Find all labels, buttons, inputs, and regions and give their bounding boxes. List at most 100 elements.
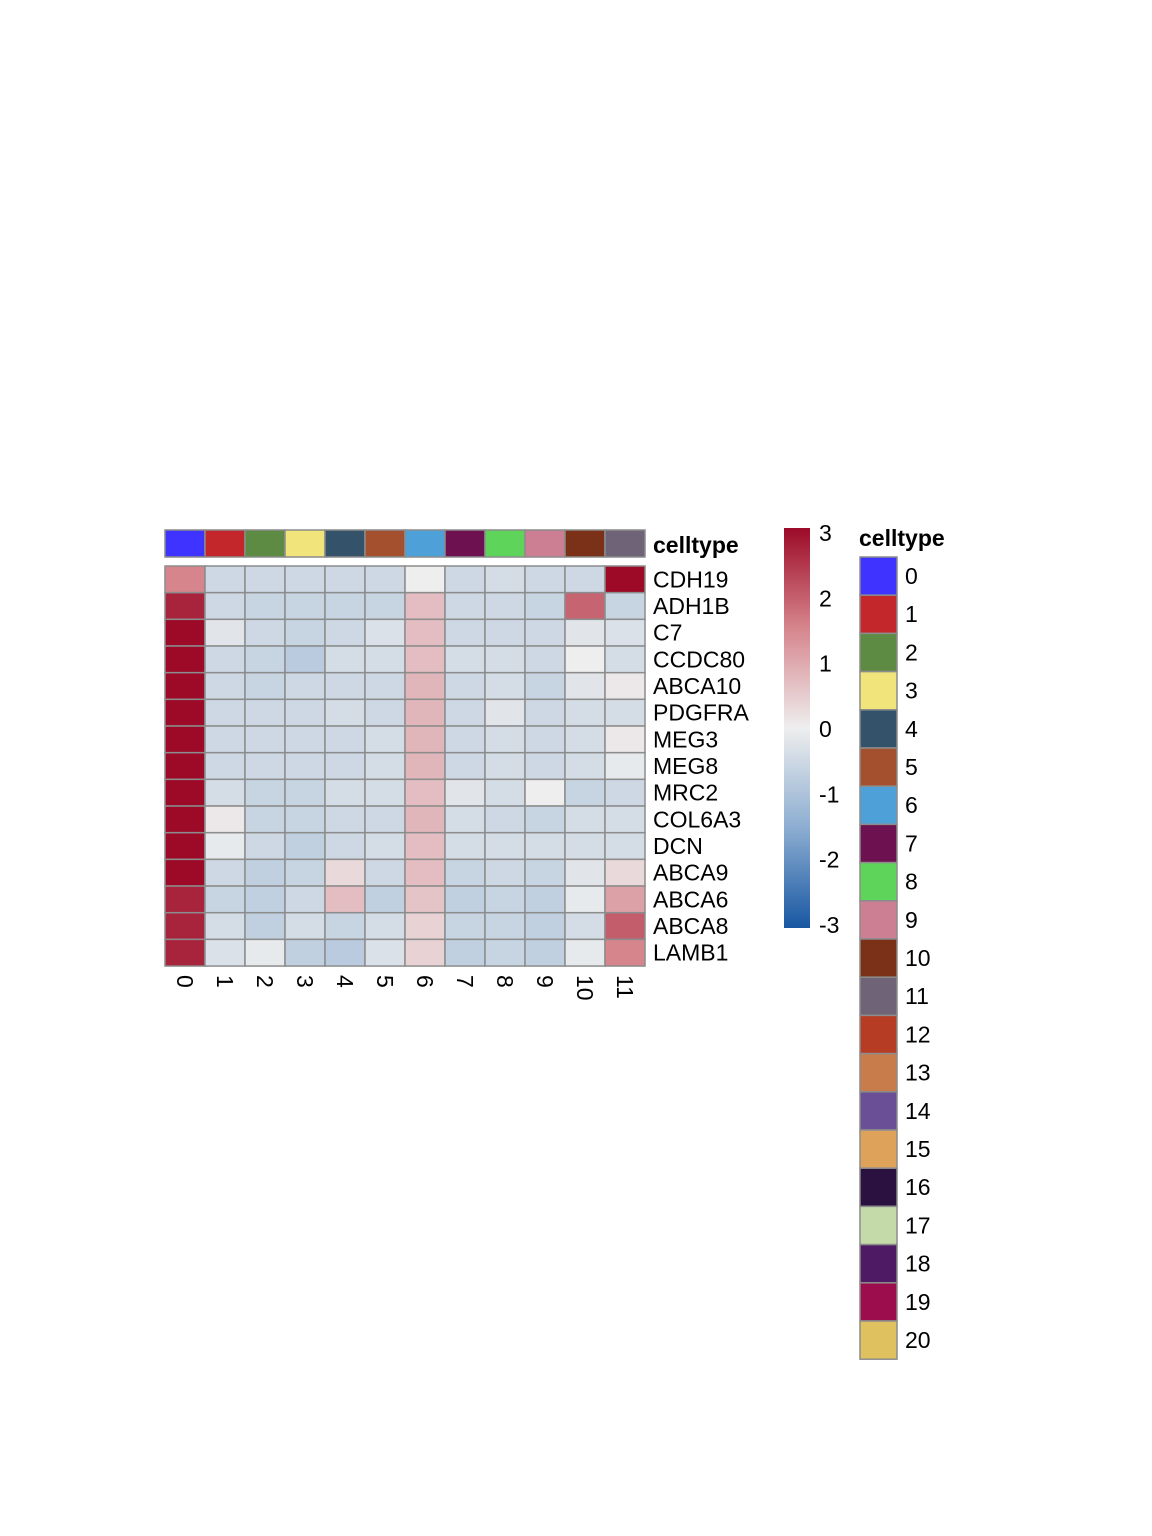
heatmap-cell [524,885,566,914]
heatmap-cell [484,805,526,834]
column-label: 1 [212,975,238,988]
heatmap-cell [284,831,326,861]
heatmap-cell [444,938,486,967]
row-label: DCN [653,833,703,859]
heatmap-cell [244,885,286,914]
column-label: 0 [172,975,198,988]
heatmap-cell [324,591,366,621]
legend-swatch [859,900,898,940]
legend-label: 7 [905,830,918,856]
heatmap-cell [404,805,446,834]
heatmap-cell [164,725,206,754]
heatmap-cell [284,698,326,727]
heatmap-cell [604,618,646,647]
column-label: 2 [252,975,278,988]
row-label: CDH19 [653,566,728,592]
heatmap-cell [204,831,246,861]
heatmap-cell [244,671,286,701]
heatmap-cell [444,751,486,781]
heatmap-cell [324,618,366,647]
heatmap-cell [284,885,326,914]
heatmap-cell [564,805,606,834]
heatmap-cell [364,938,406,967]
heatmap-cell [244,565,286,594]
heatmap-cell [444,778,486,807]
legend-swatch [859,747,898,787]
colorbar-tick-label: 3 [819,520,832,546]
heatmap-cell [484,858,526,887]
row-label: ABCA6 [653,886,728,912]
heatmap-cell [364,698,406,727]
heatmap-cell [524,565,566,594]
heatmap-cell [484,831,526,861]
heatmap-cell [364,831,406,861]
column-label: 10 [572,975,598,1001]
heatmap-cell [324,565,366,594]
heatmap-cell [484,911,526,941]
heatmap-cell [564,938,606,967]
legend-label: 20 [905,1327,931,1353]
heatmap-cell [404,938,446,967]
legend-label: 15 [905,1136,931,1162]
colorbar-tick-label: 0 [819,716,832,742]
annotation-cell-11 [604,529,646,558]
column-annotation-bar [164,529,646,558]
legend-label: 18 [905,1251,931,1277]
heatmap-cell [364,618,406,647]
heatmap-cell [524,591,566,621]
heatmap-cell [324,698,366,727]
heatmap-cell [204,805,246,834]
legend-swatch [859,1014,898,1055]
heatmap-cell [564,885,606,914]
heatmap-cell [524,805,566,834]
colorbar-tick-label: -3 [819,912,839,938]
heatmap-cell [204,645,246,674]
legend-swatch [859,823,898,864]
heatmap-cell [444,858,486,887]
heatmap-cell [284,725,326,754]
heatmap-cell [564,751,606,781]
heatmap-cell [564,671,606,701]
heatmap-cell [244,911,286,941]
annotation-cell-0 [164,529,206,558]
heatmap-cell [164,565,206,594]
heatmap-cell [404,671,446,701]
heatmap-cell [404,778,446,807]
heatmap-cell [364,725,406,754]
heatmap-cell [564,831,606,861]
heatmap-cell [604,698,646,727]
heatmap-cell [244,725,286,754]
legend-label: 17 [905,1212,931,1238]
annotation-cell-1 [204,529,246,558]
legend-label: 5 [905,754,918,780]
heatmap-cell [564,618,606,647]
column-label: 5 [372,975,398,988]
heatmap-cell [484,751,526,781]
heatmap-cell [204,938,246,967]
legend-swatch [859,1205,898,1246]
colorbar-tick-label: -2 [819,847,839,873]
row-label: PDGFRA [653,700,750,726]
annotation-cell-9 [524,529,566,558]
heatmap-cell [164,885,206,914]
heatmap-cell [564,858,606,887]
heatmap-cell [404,591,446,621]
heatmap-cell [444,591,486,621]
heatmap-cell [404,751,446,781]
legend-label: 16 [905,1174,931,1200]
heatmap-cell [364,911,406,941]
heatmap-cell [324,751,366,781]
legend-label: 11 [905,983,929,1009]
heatmap-cell [564,698,606,727]
heatmap-cell [604,938,646,967]
heatmap-cell [564,645,606,674]
heatmap-cell [444,805,486,834]
legend-label: 12 [905,1021,931,1047]
heatmap-cell [244,591,286,621]
colorbar-ticks: 3 2 1 0 -1 -2 -3 [819,520,839,938]
heatmap-cell [284,805,326,834]
legend-swatch [859,1167,898,1208]
legend-swatch [859,1091,898,1131]
heatmap-cell [404,911,446,941]
